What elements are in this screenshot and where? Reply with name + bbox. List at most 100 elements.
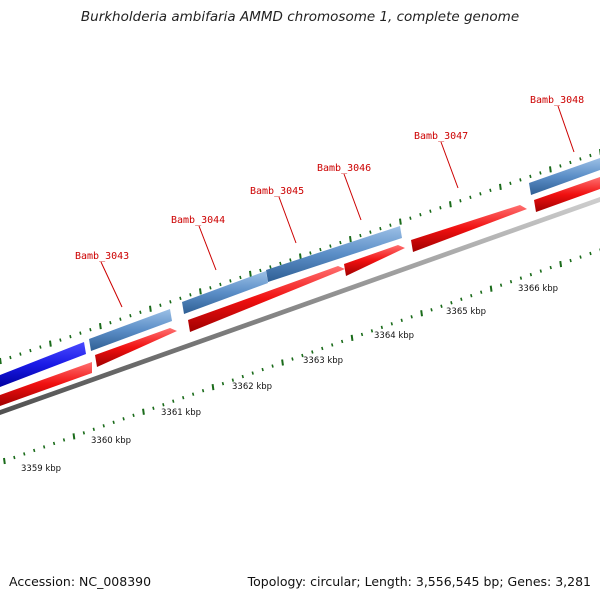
lower-tick	[221, 381, 225, 386]
lower-tick	[340, 339, 344, 344]
lower-tick	[400, 318, 403, 323]
upper-tick	[209, 286, 212, 290]
upper-tick	[109, 320, 112, 325]
upper-tick	[559, 164, 562, 168]
upper-tick	[399, 218, 402, 225]
cds-blue-3	[266, 226, 402, 282]
lower-tick	[539, 269, 542, 273]
lower-tick	[72, 433, 76, 440]
lower-tick	[261, 367, 264, 372]
cds-blue-1	[89, 309, 172, 351]
upper-ticks	[0, 149, 600, 365]
tick-label-3359: 3359 kbp	[21, 464, 61, 474]
leader-line-bamb3044	[198, 225, 217, 271]
cds-darkblue-1	[0, 342, 86, 387]
upper-tick	[549, 166, 552, 173]
lower-tick	[370, 329, 374, 333]
lower-tick	[112, 420, 115, 425]
lower-tick	[191, 392, 195, 396]
backbone-track	[0, 197, 600, 415]
lower-tick	[102, 424, 105, 428]
tick-label-3362: 3362 kbp	[232, 382, 272, 392]
upper-tick	[199, 288, 202, 295]
tick-label-3364: 3364 kbp	[374, 331, 414, 341]
lower-tick	[579, 255, 582, 259]
leader-line-bamb3047	[440, 141, 459, 189]
accession-text: Accession: NC_008390	[9, 574, 152, 589]
upper-tick	[489, 188, 492, 193]
lower-tick	[569, 258, 572, 263]
upper-tick	[99, 323, 102, 330]
lower-tick	[251, 371, 254, 375]
upper-tick	[309, 251, 312, 255]
upper-tick	[189, 293, 192, 297]
lower-tick	[23, 452, 26, 456]
lower-tick	[122, 417, 125, 421]
lower-tick	[281, 359, 284, 366]
upper-tick	[459, 199, 462, 203]
lower-tick	[480, 290, 483, 294]
gene-label-bamb3045: Bamb_3045	[250, 186, 304, 197]
lower-tick	[390, 322, 393, 326]
lower-tick	[33, 448, 36, 453]
gene-label-bamb3046: Bamb_3046	[317, 163, 371, 174]
lower-tick	[489, 285, 493, 292]
upper-tick	[379, 226, 382, 231]
upper-tick	[0, 357, 2, 365]
cds-red-5	[411, 205, 527, 252]
upper-tick	[79, 331, 82, 335]
gene-label-bamb3043: Bamb_3043	[75, 251, 129, 262]
upper-tick	[579, 157, 582, 161]
lower-tick	[470, 294, 473, 298]
upper-tick	[159, 303, 162, 307]
lower-tick	[211, 384, 215, 391]
upper-tick	[9, 355, 12, 360]
upper-tick	[49, 340, 52, 347]
gene-label-bamb3047: Bamb_3047	[414, 131, 468, 142]
upper-tick	[139, 310, 142, 314]
cds-red-4	[344, 245, 405, 276]
genome-summary-text: Topology: circular; Length: 3,556,545 bp…	[247, 574, 591, 589]
upper-tick	[539, 171, 542, 175]
upper-tick	[499, 183, 502, 190]
upper-tick	[219, 282, 222, 287]
upper-tick	[419, 212, 422, 217]
lower-tick	[589, 251, 592, 256]
tick-label-3363: 3363 kbp	[303, 356, 343, 366]
upper-tick	[349, 235, 352, 243]
upper-tick	[429, 209, 432, 213]
lower-tick	[231, 378, 235, 382]
reverse-strand-genes	[0, 177, 600, 406]
lower-tick	[350, 334, 354, 342]
gene-label-bamb3048: Bamb_3048	[530, 95, 584, 106]
upper-tick	[319, 247, 322, 252]
forward-strand-genes	[0, 158, 600, 387]
lower-tick	[559, 260, 563, 268]
upper-tick	[19, 352, 22, 356]
upper-tick	[529, 174, 532, 179]
upper-tick	[119, 317, 122, 321]
lower-tick	[92, 427, 95, 432]
upper-tick	[239, 275, 242, 280]
cds-blue-4	[529, 158, 600, 195]
tick-label-3366: 3366 kbp	[518, 284, 558, 294]
lower-ticks	[3, 248, 600, 465]
upper-tick	[39, 345, 42, 349]
upper-tick	[259, 268, 262, 273]
lower-tick	[509, 279, 513, 284]
lower-tick	[132, 413, 135, 417]
gene-labels: Bamb_3043 Bamb_3044 Bamb_3045 Bamb_3046 …	[75, 95, 584, 308]
upper-tick	[29, 348, 32, 353]
cds-red-1	[0, 362, 92, 406]
lower-tick	[142, 408, 145, 415]
lower-tick	[420, 310, 423, 317]
upper-tick	[289, 258, 292, 262]
lower-tick	[13, 455, 16, 460]
map-title: Burkholderia ambifaria AMMD chromosome 1…	[80, 9, 520, 25]
cds-red-2	[95, 328, 177, 367]
leader-line-bamb3048	[557, 105, 575, 153]
lower-tick	[201, 388, 205, 393]
upper-tick	[129, 314, 132, 318]
lower-tick	[172, 399, 175, 403]
upper-tick	[69, 334, 72, 339]
